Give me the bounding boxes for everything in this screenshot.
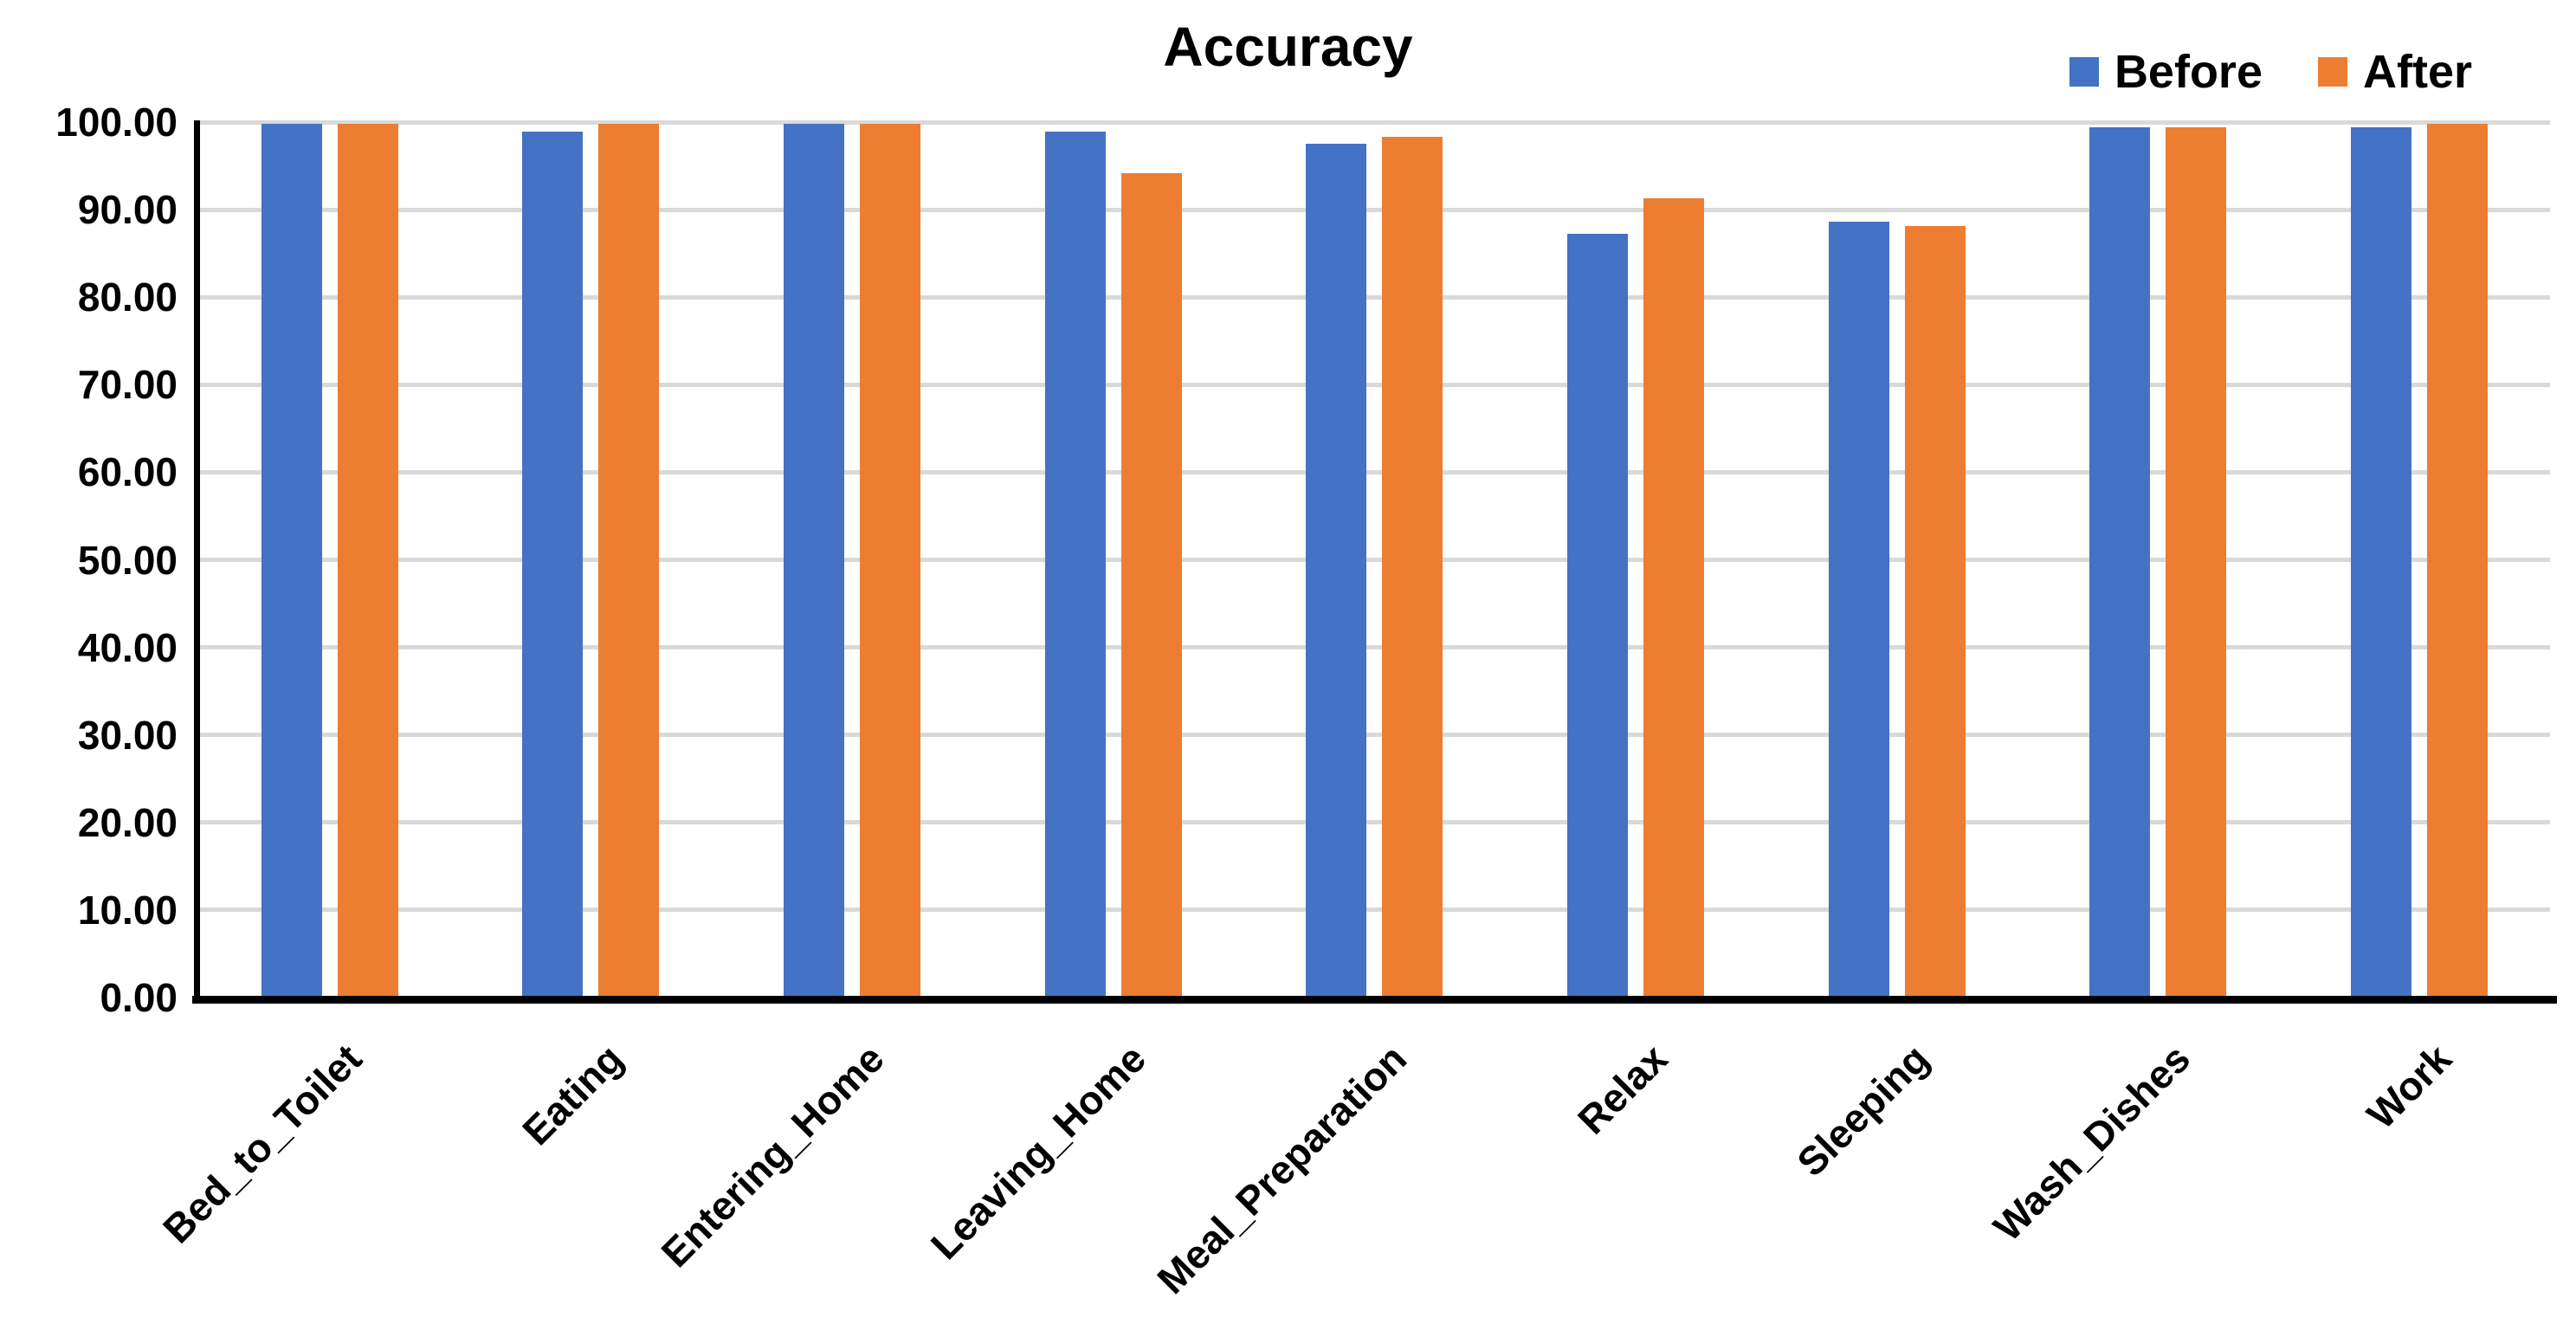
bar-group-work	[2289, 122, 2550, 998]
bar-before-relax	[1567, 234, 1629, 998]
bar-group-relax	[1505, 122, 1766, 998]
y-tick-label-30: 30.00	[77, 712, 178, 758]
bar-before-meal_preparation	[1306, 144, 1367, 998]
bar-after-eating	[598, 124, 660, 998]
bar-group-bed_to_toilet	[199, 122, 461, 998]
bar-group-sleeping	[1766, 122, 2028, 998]
gridline-40	[199, 645, 2550, 650]
x-label-wash_dishes: Wash_Dishes	[1985, 1036, 2199, 1250]
bar-after-entering_home	[860, 124, 921, 998]
bar-group-entering_home	[721, 122, 983, 998]
y-tick-label-80: 80.00	[77, 275, 178, 320]
x-label-work: Work	[2358, 1036, 2460, 1138]
bar-after-relax	[1643, 197, 1705, 998]
bar-before-bed_to_toilet	[261, 124, 322, 998]
x-label-meal_preparation: Meal_Preparation	[1148, 1036, 1416, 1302]
x-label-eating: Eating	[513, 1036, 632, 1154]
bar-after-work	[2427, 124, 2489, 998]
legend-swatch-after	[2317, 57, 2347, 87]
bar-after-sleeping	[1904, 226, 1966, 998]
x-label-bed_to_toilet: Bed_to_Toilet	[154, 1036, 371, 1252]
bar-group-meal_preparation	[1244, 122, 1506, 998]
y-tick-label-20: 20.00	[77, 799, 178, 845]
legend-label-before: Before	[2114, 46, 2263, 98]
gridline-20	[199, 820, 2550, 825]
x-axis-line	[192, 996, 2557, 1004]
chart-title: Accuracy	[1163, 16, 1413, 78]
gridline-60	[199, 469, 2550, 475]
gridline-100	[199, 119, 2550, 125]
gridline-90	[199, 207, 2550, 212]
legend-swatch-before	[2069, 57, 2099, 87]
legend-item-before: Before	[2069, 45, 2263, 99]
legend: Before After	[2069, 45, 2472, 99]
x-label-sleeping: Sleeping	[1788, 1036, 1938, 1185]
bar-group-wash_dishes	[2028, 122, 2289, 998]
legend-label-after: After	[2362, 46, 2472, 98]
y-tick-label-10: 10.00	[77, 887, 178, 933]
gridline-30	[199, 733, 2550, 738]
bar-group-leaving_home	[983, 122, 1244, 998]
bar-before-leaving_home	[1044, 132, 1106, 998]
bar-after-meal_preparation	[1382, 137, 1443, 998]
bar-group-eating	[461, 122, 722, 998]
y-tick-label-100: 100.00	[55, 100, 178, 145]
bar-before-eating	[522, 132, 584, 998]
y-tick-label-0: 0.00	[100, 975, 178, 1020]
gridline-70	[199, 382, 2550, 387]
bar-after-leaving_home	[1120, 172, 1182, 998]
bar-before-work	[2351, 127, 2412, 998]
bar-before-entering_home	[784, 124, 845, 998]
gridline-50	[199, 558, 2550, 562]
plot-area	[199, 119, 2550, 998]
y-tick-label-40: 40.00	[77, 624, 178, 670]
legend-item-after: After	[2317, 45, 2472, 99]
x-label-entering_home: Entering_Home	[652, 1036, 893, 1276]
y-tick-label-60: 60.00	[77, 449, 178, 495]
gridline-80	[199, 294, 2550, 300]
bar-after-wash_dishes	[2166, 127, 2227, 998]
x-label-relax: Relax	[1569, 1036, 1676, 1143]
y-tick-label-50: 50.00	[77, 537, 178, 583]
y-tick-label-70: 70.00	[77, 362, 178, 408]
bar-after-bed_to_toilet	[337, 124, 398, 998]
y-tick-label-90: 90.00	[77, 187, 178, 233]
gridline-10	[199, 907, 2550, 913]
bar-before-sleeping	[1828, 222, 1889, 998]
y-axis-line	[194, 120, 200, 1003]
bar-before-wash_dishes	[2089, 127, 2151, 998]
x-label-leaving_home: Leaving_Home	[921, 1036, 1154, 1269]
